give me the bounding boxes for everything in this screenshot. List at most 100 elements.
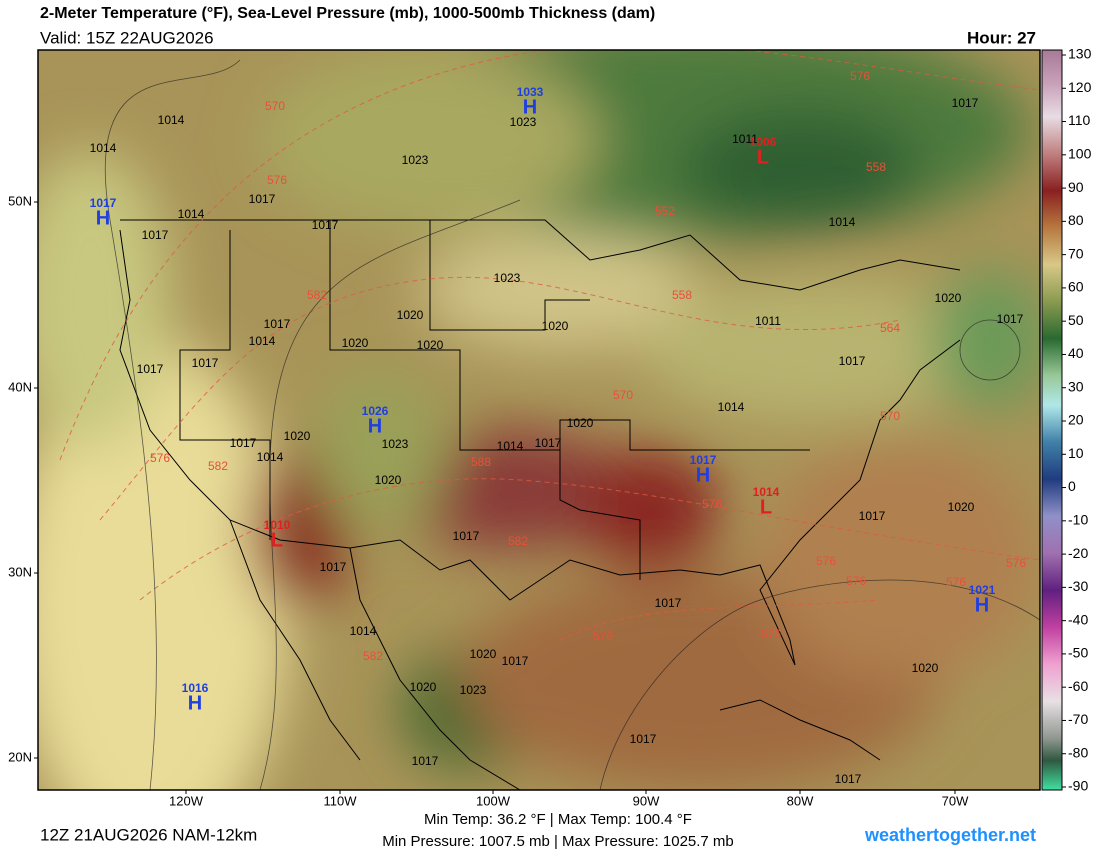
isobar-label: 1017 [230, 436, 257, 450]
temp-range: Min Temp: 36.2 °F | Max Temp: 100.4 °F [424, 811, 692, 828]
colorbar-label: 70 [1068, 245, 1084, 261]
pressure-center-value: 1006 [750, 135, 777, 149]
isobar-label: 1023 [382, 437, 409, 451]
isobar-label: 1017 [320, 560, 347, 574]
pressure-center-letter: L [757, 146, 769, 168]
pressure-center-letter: H [188, 692, 202, 714]
thickness-label: 576 [150, 451, 170, 465]
isobar-label: 1017 [453, 529, 480, 543]
isobar-label: 1020 [417, 338, 444, 352]
lon-label: 70W [942, 793, 969, 808]
isobar-label: 1017 [264, 317, 291, 331]
lat-label: 50N [8, 193, 32, 208]
isobar-label: 1017 [412, 754, 439, 768]
pressure-center-value: 1017 [690, 453, 717, 467]
isobar-label: 1020 [375, 473, 402, 487]
lat-label: 30N [8, 564, 32, 579]
isobar-label: 1011 [755, 314, 781, 328]
isobar-label: 1017 [312, 218, 339, 232]
thickness-label: 582 [363, 649, 383, 663]
lon-label: 90W [633, 793, 660, 808]
lon-label: 120W [169, 793, 204, 808]
isobar-label: 1014 [350, 624, 377, 638]
isobar-label: 1023 [510, 115, 537, 129]
thickness-contours [59, 50, 1040, 641]
thickness-label: 576 [702, 497, 722, 511]
pressure-center-letter: H [96, 207, 110, 229]
thickness-label: 552 [655, 204, 675, 218]
isobar-label: 1014 [90, 141, 117, 155]
colorbar-label: -30 [1068, 578, 1088, 594]
colorbar-label: 80 [1068, 212, 1084, 228]
thickness-label: 588 [471, 455, 491, 469]
thickness-label: 576 [593, 629, 613, 643]
colorbar [1041, 49, 1063, 791]
pressure-center-letter: H [368, 415, 382, 437]
thickness-label: 564 [880, 321, 900, 335]
isobar-label: 1017 [535, 436, 562, 450]
colorbar-label: 90 [1068, 179, 1084, 195]
lon-label: 110W [324, 793, 358, 808]
isobars [104, 59, 1040, 790]
colorbar-label: -70 [1068, 711, 1088, 727]
thickness-label: 576 [267, 173, 287, 187]
isobar-label: 1017 [952, 96, 979, 110]
isobar-label: 1014 [829, 215, 856, 229]
isobar-label: 1014 [257, 450, 284, 464]
isobar-label: 1014 [718, 400, 745, 414]
isobar-label: 1020 [284, 429, 311, 443]
colorbar-label: -90 [1068, 778, 1088, 794]
isobar-label: 1017 [997, 312, 1024, 326]
colorbar-label: 0 [1068, 478, 1076, 494]
thickness-label: 582 [307, 288, 327, 302]
colorbar-label: -60 [1068, 678, 1088, 694]
colorbar-label: 130 [1068, 46, 1092, 62]
thickness-label: 582 [208, 459, 228, 473]
thickness-label: 576 [946, 575, 966, 589]
colorbar-label: -10 [1068, 512, 1088, 528]
pressure-range: Min Pressure: 1007.5 mb | Max Pressure: … [382, 833, 734, 850]
isobar-label: 1020 [567, 416, 594, 430]
isobar-label: 1017 [137, 362, 164, 376]
pressure-center-value: 1026 [362, 404, 389, 418]
forecast-hour: Hour: 27 [967, 28, 1036, 47]
isobar-label: 1020 [912, 661, 939, 675]
isobar-label: 1014 [249, 334, 276, 348]
thickness-label: 570 [613, 388, 633, 402]
site-name[interactable]: weathertogether.net [864, 825, 1036, 845]
lon-label: 80W [787, 793, 814, 808]
isobar-label: 1017 [859, 509, 886, 523]
pressure-center-value: 1017 [90, 196, 117, 210]
model-run: 12Z 21AUG2026 NAM-12km [40, 825, 257, 844]
pressure-center-value: 1021 [969, 583, 996, 597]
thickness-label: 558 [672, 288, 692, 302]
pressure-center-value: 1014 [753, 485, 780, 499]
pressure-center-letter: L [271, 529, 283, 551]
colorbar-label: 100 [1068, 146, 1092, 162]
thickness-label: 576 [761, 627, 781, 641]
colorbar-label: -80 [1068, 744, 1088, 760]
thickness-label: 570 [265, 99, 285, 113]
thickness-label: 576 [1006, 556, 1026, 570]
isobar-label: 1020 [397, 308, 424, 322]
thickness-label: 582 [508, 534, 528, 548]
pressure-center-value: 1033 [517, 85, 544, 99]
isobar-label: 1017 [835, 772, 862, 786]
colorbar-label: -50 [1068, 645, 1088, 661]
isobar-label: 1023 [402, 153, 429, 167]
thickness-label: 576 [816, 554, 836, 568]
colorbar-label: 110 [1068, 112, 1091, 128]
isobar-label: 1020 [470, 647, 497, 661]
isobar-label: 1020 [342, 336, 369, 350]
isobar-label: 1011 [732, 132, 758, 146]
isobar-label: 1014 [497, 439, 524, 453]
lat-label: 40N [8, 379, 32, 394]
map-title: 2-Meter Temperature (°F), Sea-Level Pres… [40, 5, 655, 22]
thickness-label: 558 [866, 160, 886, 174]
colorbar-label: 60 [1068, 279, 1084, 295]
isobar-label: 1017 [249, 192, 276, 206]
pressure-center-letter: H [975, 594, 989, 616]
isobar-label: 1017 [630, 732, 657, 746]
thickness-label: 576 [850, 69, 870, 83]
